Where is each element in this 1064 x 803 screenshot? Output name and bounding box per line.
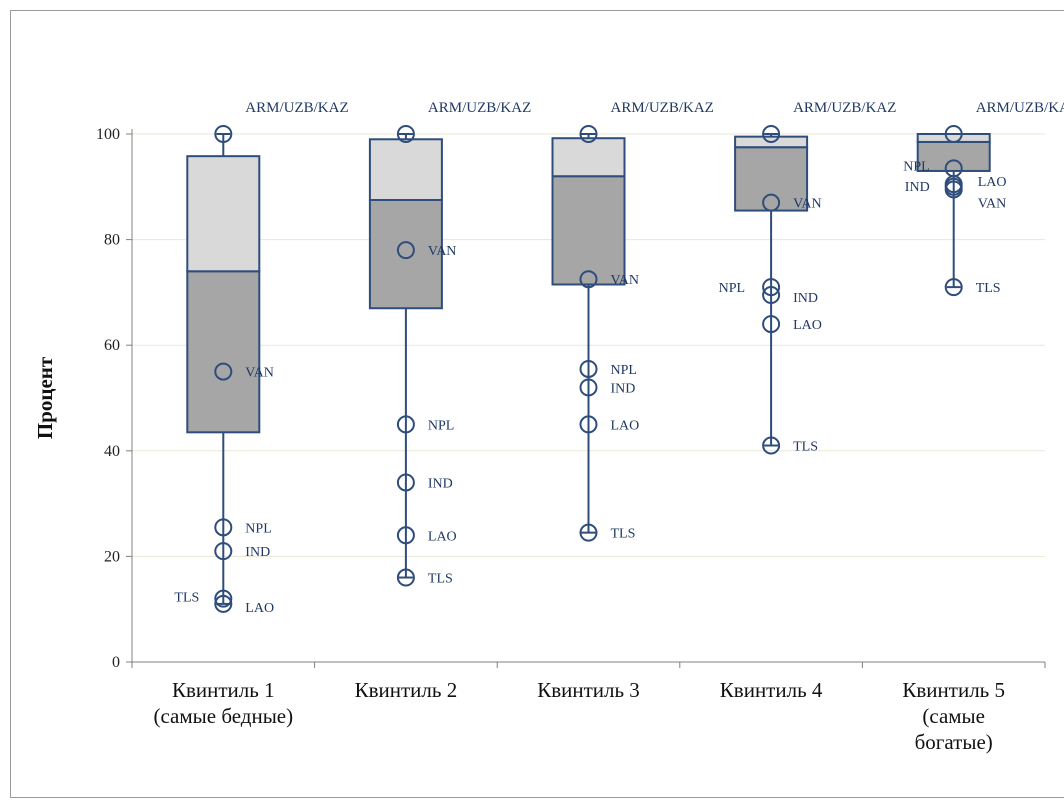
data-point	[214, 542, 233, 561]
category-label: богатые)	[915, 730, 993, 754]
box-1	[186, 133, 261, 605]
box-lower	[368, 199, 443, 310]
point-label: VAN	[978, 196, 1007, 211]
box-upper	[916, 133, 991, 143]
labels: ARM/UZB/KAZ VAN NPL IND TLS LAO ARM/UZB/KAZ VAN…	[174, 100, 1064, 616]
point-label: ARM/UZB/KAZ	[976, 100, 1064, 116]
data-point	[396, 241, 415, 260]
box-lower	[734, 146, 809, 212]
y-tick-label: 40	[104, 443, 120, 460]
point-label: VAN	[793, 197, 822, 212]
point-label: ARM/UZB/KAZ	[428, 100, 531, 116]
point-label: NPL	[245, 521, 271, 536]
box-lower	[551, 175, 626, 286]
points-4: ARM/UZB/KAZ VAN NPL IND LAO TLS	[719, 100, 896, 455]
data-point	[214, 125, 233, 143]
point-label: VAN	[245, 366, 274, 381]
data-point	[762, 193, 781, 212]
data-point	[579, 359, 598, 378]
category-label: Квинтиль 5	[902, 678, 1005, 702]
y-tick-label: 0	[112, 654, 120, 671]
data-point	[944, 125, 963, 143]
points-2: ARM/UZB/KAZ VAN NPL IND LAO TLS	[396, 100, 531, 587]
point-label: TLS	[428, 572, 453, 587]
data-point	[579, 270, 598, 289]
point-label: VAN	[428, 244, 457, 259]
box-lower	[916, 140, 991, 172]
point-label: ARM/UZB/KAZ	[611, 100, 714, 116]
point-label: TLS	[174, 591, 199, 606]
data-point	[396, 526, 415, 545]
category-label: Квинтиль 2	[355, 678, 458, 702]
point-label: NPL	[428, 418, 454, 433]
data-point	[579, 523, 598, 542]
data-point	[396, 568, 415, 587]
axes: 0 20 40 60 80 100 Квинтиль 1(самые бедные) Квин…	[96, 126, 1046, 754]
points-3: ARM/UZB/KAZ VAN NPL IND LAO TLS	[579, 100, 714, 542]
point-label: ARM/UZB/KAZ	[793, 100, 896, 116]
y-axis-label: Процент	[33, 356, 57, 439]
data-point	[214, 518, 233, 537]
y-tick-label: 100	[96, 126, 120, 143]
data-point	[944, 180, 963, 199]
point-label: ARM/UZB/KAZ	[245, 100, 348, 116]
data-point	[214, 362, 233, 381]
data-point	[762, 278, 781, 297]
data-point	[396, 125, 415, 143]
box-4	[734, 133, 809, 447]
category-label: Квинтиль 3	[537, 678, 640, 702]
y-tick-label: 80	[104, 232, 120, 249]
category-label: (самые	[922, 704, 985, 728]
box-upper	[368, 138, 443, 201]
point-label: LAO	[611, 418, 640, 433]
point-label: IND	[428, 476, 453, 491]
category-label: Квинтиль 4	[720, 678, 823, 702]
box-lower	[186, 270, 261, 434]
y-tick-label: 60	[104, 337, 120, 354]
data-point	[762, 436, 781, 455]
point-label: IND	[245, 545, 270, 560]
data-point	[762, 125, 781, 143]
point-label: IND	[611, 381, 636, 396]
data-point	[762, 315, 781, 334]
points-5: ARM/UZB/KAZ NPL LAO IND VAN TLS	[903, 100, 1064, 297]
chart-frame	[10, 10, 1064, 798]
point-label: NPL	[611, 363, 637, 378]
point-label: NPL	[719, 281, 745, 296]
point-label: VAN	[611, 273, 640, 288]
data-point	[579, 378, 598, 397]
point-label: IND	[905, 180, 930, 195]
box-upper	[186, 155, 261, 273]
point-label: TLS	[976, 281, 1001, 296]
point-label: TLS	[611, 527, 636, 542]
point-label: LAO	[428, 529, 457, 544]
data-point	[579, 125, 598, 143]
data-point	[214, 594, 233, 613]
box-2	[368, 133, 443, 579]
data-point	[944, 278, 963, 297]
y-tick-label: 20	[104, 548, 120, 565]
point-label: IND	[793, 291, 818, 306]
data-point	[762, 286, 781, 305]
box-upper	[551, 137, 626, 178]
category-label: (самые бедные)	[153, 704, 293, 728]
box-3	[551, 133, 626, 534]
point-label: LAO	[978, 175, 1007, 190]
point-label: LAO	[793, 318, 822, 333]
points-1: ARM/UZB/KAZ VAN NPL IND TLS LAO	[174, 100, 348, 616]
data-point	[396, 473, 415, 492]
category-label: Квинтиль 1	[172, 678, 275, 702]
data-point	[396, 415, 415, 434]
data-point	[579, 415, 598, 434]
point-label: TLS	[793, 440, 818, 455]
data-point	[214, 589, 233, 608]
point-label: LAO	[245, 601, 274, 616]
boxes	[186, 133, 991, 605]
point-label: NPL	[903, 159, 929, 174]
